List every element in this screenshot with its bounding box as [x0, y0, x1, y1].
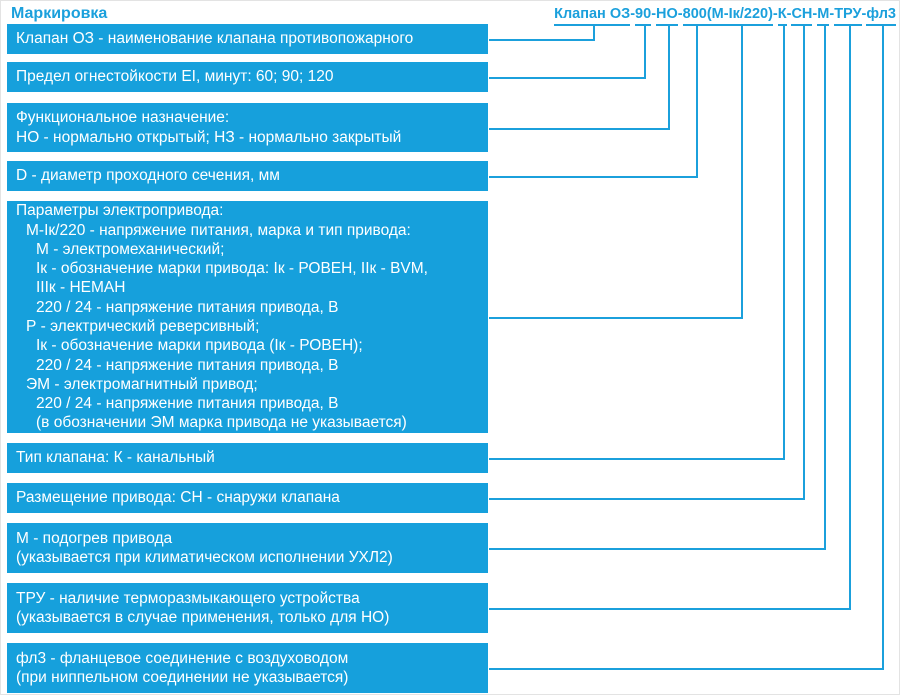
box-line: 220 / 24 - напряжение питания привода, В — [36, 356, 339, 374]
box-line: (при ниппельном соединении не указываетс… — [16, 669, 349, 686]
formula-separator: - — [772, 6, 778, 22]
formula-segment: (М-Iк/220) — [706, 5, 773, 26]
box-line: 220 / 24 - напряжение питания привода, В — [36, 395, 339, 413]
box-line: М - электромеханический; — [36, 240, 225, 258]
connector-line — [489, 548, 826, 550]
marking-box-flange-connection: фл3 - фланцевое соединение с воздуховодо… — [7, 643, 488, 693]
marking-box-drive-heating: М - подогрев привода (указывается при кл… — [7, 523, 488, 573]
formula-segment: СН — [791, 5, 813, 26]
formula-segment: Клапан ОЗ — [554, 5, 631, 26]
marking-box-valve-type: Тип клапана: К - канальный — [7, 443, 488, 473]
marking-box-valve-name: Клапан ОЗ - наименование клапана противо… — [7, 24, 488, 54]
marking-box-thermal-release: ТРУ - наличие терморазмыкающего устройст… — [7, 583, 488, 633]
box-line: D - диаметр проходного сечения, мм — [16, 167, 280, 185]
formula-segment: фл3 — [866, 5, 896, 26]
connector-line — [489, 317, 743, 319]
formula-segment: НО — [656, 5, 678, 26]
connector-line — [803, 26, 805, 500]
formula-segment: М — [817, 5, 830, 26]
box-line: Iк - обозначение марки привода: Iк - РОВ… — [36, 260, 428, 278]
formula-segment: 90 — [635, 5, 652, 26]
box-line: (в обозначении ЭМ марка привода не указы… — [36, 414, 407, 432]
box-line: IIIк - НЕМАН — [36, 279, 126, 297]
box-line: Iк - обозначение марки привода (Iк - РОВ… — [36, 337, 363, 355]
marking-box-drive-parameters: Параметры электропривода: М-Iк/220 - нап… — [7, 201, 488, 433]
box-line: Предел огнестойкости EI, минут: 60; 90; … — [16, 68, 334, 86]
marking-box-functional-purpose: Функциональное назначение: НО - нормальн… — [7, 103, 488, 152]
formula-separator: - — [677, 6, 683, 22]
connector-line — [489, 608, 851, 610]
box-line: НО - нормально открытый; НЗ - нормально … — [16, 128, 402, 146]
connector-line — [489, 39, 595, 41]
connector-line — [783, 26, 785, 460]
connector-line — [489, 458, 785, 460]
connector-line — [741, 26, 743, 319]
formula-separator: - — [651, 6, 657, 22]
connector-line — [489, 498, 805, 500]
marking-formula: Клапан ОЗ-90-НО-800(М-Iк/220)-К-СН-М-ТРУ… — [554, 5, 896, 26]
marking-box-diameter: D - диаметр проходного сечения, мм — [7, 161, 488, 191]
formula-segment: К — [777, 5, 787, 26]
marking-box-fire-resistance: Предел огнестойкости EI, минут: 60; 90; … — [7, 62, 488, 92]
connector-line — [489, 128, 670, 130]
box-line: Размещение привода: СН - снаружи клапана — [16, 489, 340, 507]
box-line: фл3 - фланцевое соединение с воздуховодо… — [16, 649, 349, 667]
connector-line — [668, 26, 670, 130]
formula-separator: - — [786, 6, 792, 22]
connector-line — [849, 26, 851, 610]
box-line: ТРУ - наличие терморазмыкающего устройст… — [16, 589, 360, 607]
formula-separator: - — [861, 6, 867, 22]
marking-box-drive-placement: Размещение привода: СН - снаружи клапана — [7, 483, 488, 513]
box-line: Клапан ОЗ - наименование клапана противо… — [16, 30, 414, 48]
box-line: Тип клапана: К - канальный — [16, 449, 215, 467]
box-line: ЭМ - электромагнитный привод; — [26, 375, 258, 393]
box-line: Параметры электропривода: — [16, 202, 224, 220]
box-line: 220 / 24 - напряжение питания привода, В — [36, 298, 339, 316]
connector-line — [489, 668, 884, 670]
connector-line — [882, 26, 884, 670]
formula-segment: 800 — [682, 5, 707, 26]
box-line: (указывается при климатическом исполнени… — [16, 549, 393, 566]
formula-separator: - — [630, 6, 636, 22]
connector-line — [824, 26, 826, 550]
connector-line — [644, 26, 646, 79]
page-title: Маркировка — [11, 5, 108, 22]
box-line: Р - электрический реверсивный; — [26, 318, 260, 335]
connector-line — [696, 26, 698, 178]
formula-separator: - — [829, 6, 835, 22]
box-line: (указывается в случае применения, только… — [16, 609, 390, 626]
connector-line — [593, 26, 595, 41]
connector-line — [489, 77, 646, 79]
box-line: Функциональное назначение: — [16, 109, 230, 127]
box-line: М-Iк/220 - напряжение питания, марка и т… — [26, 221, 411, 239]
formula-separator: - — [812, 6, 818, 22]
connector-line — [489, 176, 698, 178]
box-line: М - подогрев привода — [16, 529, 173, 547]
formula-segment: ТРУ — [834, 5, 862, 26]
